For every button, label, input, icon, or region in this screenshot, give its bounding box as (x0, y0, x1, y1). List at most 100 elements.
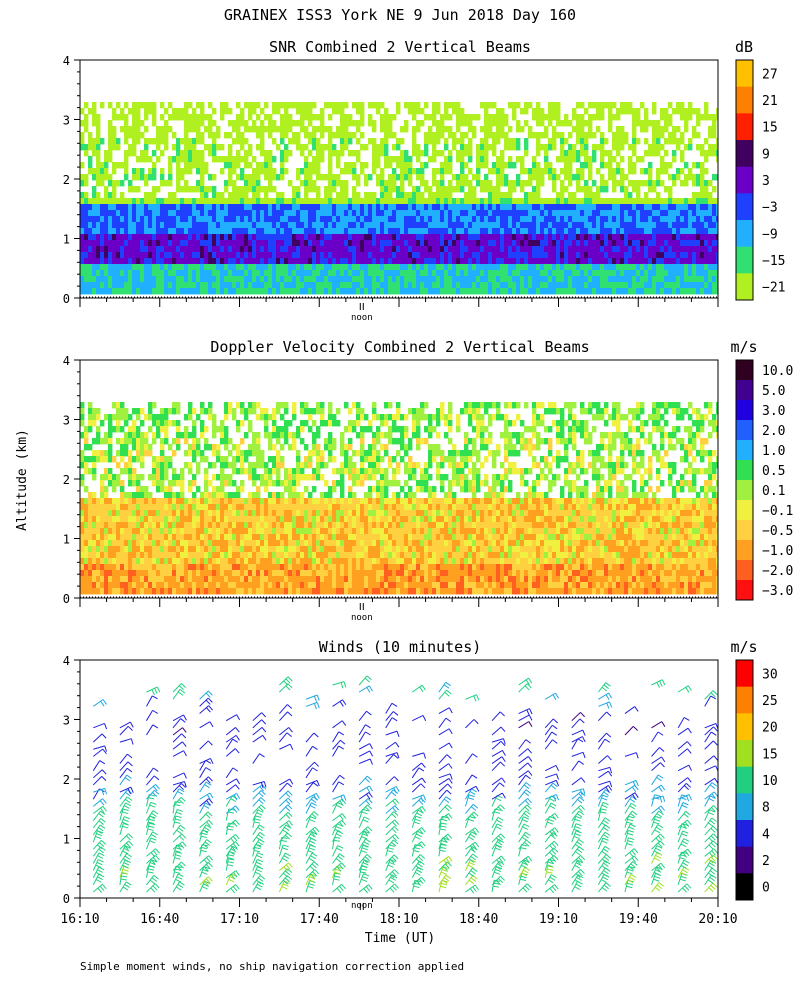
heatmap-cell (488, 240, 493, 247)
heatmap-cell (104, 252, 109, 259)
heatmap-cell (132, 540, 137, 547)
heatmap-cell (208, 246, 213, 253)
heatmap-cell (220, 156, 225, 163)
heatmap-cell (356, 204, 361, 211)
heatmap-cell (112, 216, 117, 223)
heatmap-cell (200, 204, 205, 211)
heatmap-cell (712, 114, 717, 121)
heatmap-cell (424, 240, 429, 247)
heatmap-cell (140, 156, 145, 163)
heatmap-cell (356, 210, 361, 217)
heatmap-cell (280, 156, 285, 163)
heatmap-cell (240, 228, 245, 235)
heatmap-cell (624, 210, 629, 217)
heatmap-cell (344, 240, 349, 247)
heatmap-cell (708, 270, 713, 277)
heatmap-cell (404, 246, 409, 253)
heatmap-cell (120, 252, 125, 259)
heatmap-cell (144, 432, 149, 439)
heatmap-cell (100, 204, 105, 211)
heatmap-cell (256, 258, 261, 265)
heatmap-cell (464, 144, 469, 151)
heatmap-cell (312, 282, 317, 289)
heatmap-cell (612, 216, 617, 223)
heatmap-cell (656, 132, 661, 139)
heatmap-cell (384, 120, 389, 127)
heatmap-cell (108, 426, 113, 433)
heatmap-cell (236, 120, 241, 127)
heatmap-cell (444, 138, 449, 145)
heatmap-cell (492, 162, 497, 169)
heatmap-cell (580, 204, 585, 211)
heatmap-cell (680, 204, 685, 211)
heatmap-cell (368, 246, 373, 253)
heatmap-cell (304, 258, 309, 265)
heatmap-cell (248, 204, 253, 211)
heatmap-cell (576, 174, 581, 181)
heatmap-cell (652, 288, 657, 295)
heatmap-cell (244, 270, 249, 277)
heatmap-cell (248, 198, 253, 205)
heatmap-cell (692, 258, 697, 265)
heatmap-cell (172, 564, 177, 571)
heatmap-cell (336, 204, 341, 211)
heatmap-cell (152, 504, 157, 511)
heatmap-cell (348, 234, 353, 241)
heatmap-cell (232, 126, 237, 133)
heatmap-cell (292, 192, 297, 199)
heatmap-cell (96, 144, 101, 151)
heatmap-cell (692, 222, 697, 229)
heatmap-cell (700, 204, 705, 211)
heatmap-cell (384, 258, 389, 265)
heatmap-cell (592, 156, 597, 163)
heatmap-cell (132, 216, 137, 223)
heatmap-cell (448, 102, 453, 109)
heatmap-cell (300, 264, 305, 271)
heatmap-cell (204, 546, 209, 553)
heatmap-cell (304, 180, 309, 187)
heatmap-cell (136, 486, 141, 493)
heatmap-cell (508, 234, 513, 241)
heatmap-cell (112, 576, 117, 583)
heatmap-cell (604, 246, 609, 253)
heatmap-cell (188, 240, 193, 247)
heatmap-cell (688, 114, 693, 121)
heatmap-cell (428, 270, 433, 277)
heatmap-cell (320, 132, 325, 139)
heatmap-cell (228, 222, 233, 229)
heatmap-cell (680, 264, 685, 271)
heatmap-cell (384, 114, 389, 121)
heatmap-cell (228, 228, 233, 235)
heatmap-cell (352, 210, 357, 217)
heatmap-cell (532, 174, 537, 181)
heatmap-cell (128, 450, 133, 457)
heatmap-cell (128, 516, 133, 523)
heatmap-cell (672, 216, 677, 223)
heatmap-cell (204, 186, 209, 193)
heatmap-cell (540, 204, 545, 211)
heatmap-cell (604, 102, 609, 109)
heatmap-cell (184, 546, 189, 553)
heatmap-cell (500, 258, 505, 265)
heatmap-cell (140, 204, 145, 211)
heatmap-cell (176, 150, 181, 157)
heatmap-cell (264, 114, 269, 121)
heatmap-cell (188, 102, 193, 109)
heatmap-cell (80, 246, 85, 253)
heatmap-cell (360, 204, 365, 211)
heatmap-cell (168, 564, 173, 571)
heatmap-cell (132, 114, 137, 121)
heatmap-cell (556, 234, 561, 241)
heatmap-cell (224, 108, 229, 115)
heatmap-cell (304, 234, 309, 241)
heatmap-cell (636, 120, 641, 127)
heatmap-cell (516, 288, 521, 295)
y-tick-label: 2 (63, 173, 70, 187)
heatmap-cell (712, 264, 717, 271)
heatmap-cell (392, 156, 397, 163)
heatmap-cell (496, 126, 501, 133)
heatmap-cell (164, 204, 169, 211)
heatmap-cell (352, 228, 357, 235)
heatmap-cell (116, 228, 121, 235)
heatmap-cell (340, 168, 345, 175)
